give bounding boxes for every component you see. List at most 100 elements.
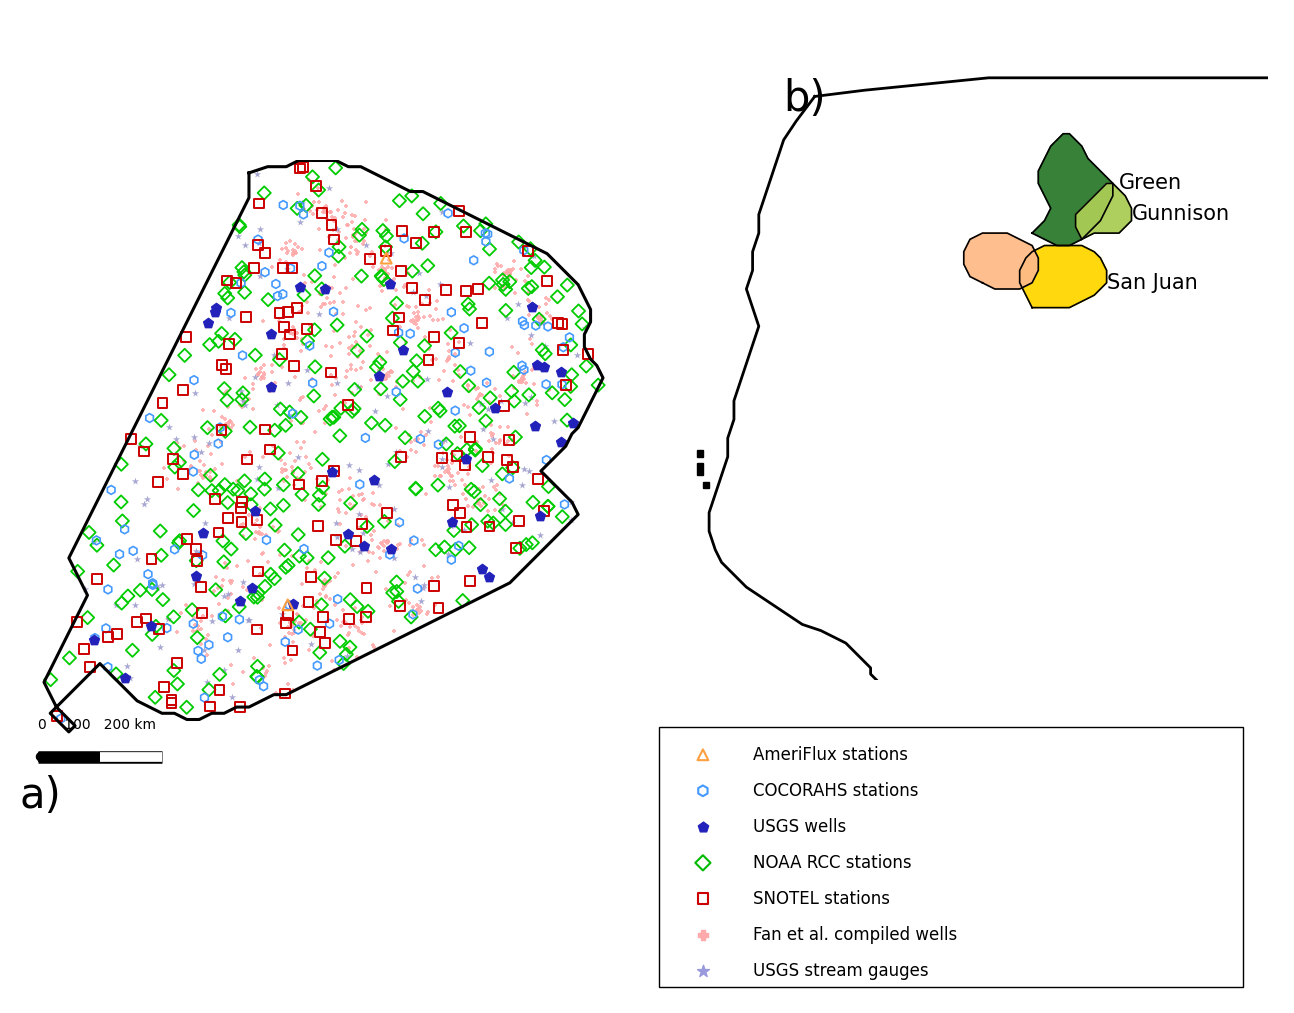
Point	[375, 369, 396, 385]
Text: a): a)	[19, 775, 61, 817]
Point	[494, 279, 515, 295]
Point	[547, 315, 568, 331]
Point	[296, 550, 317, 566]
Point	[263, 358, 283, 374]
Point	[476, 375, 497, 391]
Point	[371, 536, 392, 552]
Point	[285, 369, 305, 385]
Point	[369, 540, 389, 556]
Point	[163, 663, 184, 679]
Point	[146, 618, 167, 634]
Point	[289, 280, 309, 296]
Point	[167, 655, 188, 672]
Point	[250, 519, 270, 535]
Point	[444, 418, 465, 435]
Point	[325, 569, 345, 586]
Point	[518, 243, 538, 259]
Point	[154, 680, 175, 696]
Point	[247, 669, 268, 685]
Point	[386, 283, 406, 299]
Point	[186, 552, 207, 568]
Point	[340, 592, 361, 608]
Point	[287, 239, 308, 255]
Point	[501, 383, 521, 399]
Point	[375, 417, 396, 434]
Point	[351, 506, 371, 523]
Point	[220, 414, 241, 431]
Point	[307, 657, 327, 674]
Point	[277, 597, 298, 613]
Point	[343, 227, 364, 243]
Point	[477, 450, 498, 466]
Point	[406, 602, 427, 618]
Point	[498, 262, 519, 279]
Point	[521, 299, 542, 315]
Point	[304, 267, 325, 284]
Point	[277, 304, 298, 320]
Point	[520, 241, 541, 257]
Point	[324, 409, 344, 425]
Point	[484, 399, 505, 415]
Point	[467, 494, 488, 511]
Point	[330, 633, 351, 649]
Point	[496, 503, 516, 520]
Point	[424, 598, 445, 614]
Point	[379, 270, 400, 287]
Point	[278, 677, 299, 693]
Point	[229, 599, 250, 615]
Point	[219, 414, 239, 431]
Point	[379, 368, 400, 384]
Point	[374, 270, 395, 287]
Point	[321, 377, 342, 393]
Point	[212, 409, 233, 425]
Point	[538, 498, 559, 515]
Point	[87, 570, 107, 587]
Point	[312, 206, 333, 222]
Point	[276, 559, 296, 575]
Point	[521, 362, 542, 378]
Point	[333, 614, 353, 630]
Point	[309, 487, 330, 503]
Point	[538, 382, 559, 398]
Point	[374, 271, 395, 288]
Point	[181, 602, 202, 618]
Point	[389, 443, 410, 459]
Point	[163, 609, 184, 625]
Point	[347, 246, 367, 262]
Point	[342, 337, 362, 354]
Point	[79, 525, 100, 541]
Point	[263, 519, 283, 535]
Point	[692, 927, 713, 943]
Point	[409, 310, 430, 326]
Point	[502, 339, 523, 356]
Point	[692, 855, 713, 871]
Point	[313, 580, 334, 597]
Point	[373, 361, 393, 377]
Point	[512, 369, 533, 385]
Point	[250, 268, 270, 285]
Point	[458, 378, 479, 394]
Point	[199, 336, 220, 353]
Point	[335, 538, 356, 554]
Point	[340, 245, 361, 261]
Point	[326, 532, 347, 548]
Point	[352, 625, 373, 641]
Point	[474, 487, 494, 503]
Point	[518, 292, 538, 308]
Point	[75, 580, 96, 597]
Point	[233, 573, 254, 590]
Point	[280, 445, 300, 461]
Point	[281, 412, 302, 428]
Point	[256, 663, 277, 679]
Point	[402, 373, 423, 389]
Point	[410, 424, 431, 441]
Point	[247, 237, 268, 253]
Point	[361, 372, 382, 388]
Point	[190, 578, 211, 595]
Point	[215, 385, 236, 401]
Point	[320, 229, 340, 245]
Point	[389, 515, 410, 531]
Point	[247, 231, 268, 247]
Point	[324, 323, 344, 339]
Point	[280, 233, 300, 249]
